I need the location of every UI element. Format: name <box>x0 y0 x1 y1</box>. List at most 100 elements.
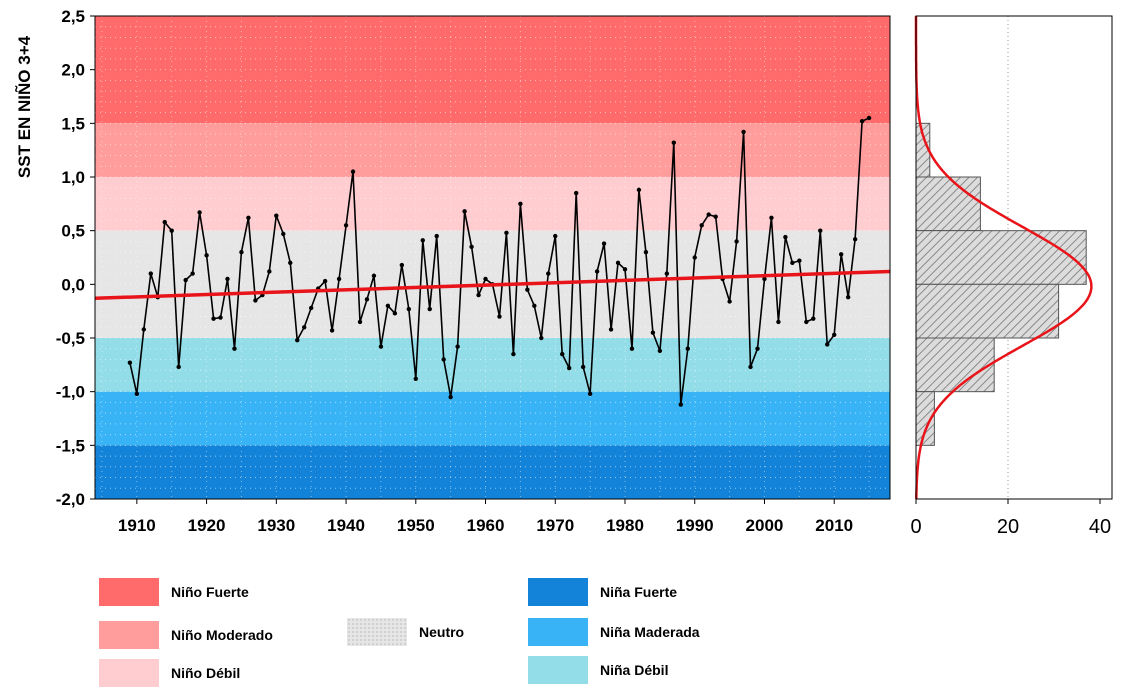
y-tick-label: -1,0 <box>56 383 85 402</box>
sst-point <box>378 344 384 349</box>
y-tick-label: 1,5 <box>61 114 85 133</box>
y-tick-label: -1,5 <box>56 436 85 455</box>
sst-point <box>288 260 293 266</box>
hist-bar <box>915 337 995 393</box>
sst-point <box>469 244 474 249</box>
legend-swatch <box>528 656 588 684</box>
sst-point <box>302 325 307 330</box>
legend-item: Niña Débil <box>528 656 668 684</box>
y-tick-label: -0,5 <box>56 329 85 348</box>
sst-point <box>664 271 670 276</box>
normal-curve <box>914 16 1093 499</box>
x-tick-label: 1930 <box>257 516 295 535</box>
band-ni-a-maderada <box>95 391 890 446</box>
sst-point <box>769 215 774 220</box>
sst-point <box>804 319 809 325</box>
legend-item: Niño Moderado <box>99 621 273 649</box>
sst-point <box>434 233 439 239</box>
plot-frame <box>94 15 891 500</box>
sst-point <box>176 364 181 370</box>
sst-point <box>532 303 537 308</box>
sst-point <box>455 344 460 349</box>
sst-point <box>650 330 656 335</box>
sst-point <box>420 238 425 243</box>
x-tick-label: 2010 <box>815 516 853 535</box>
sst-point <box>657 348 663 354</box>
x-tick-label: 1910 <box>118 516 156 535</box>
sst-point <box>183 277 188 283</box>
band-ni-o-fuerte <box>95 16 890 124</box>
sst-point <box>699 223 704 228</box>
sst-point <box>427 306 432 312</box>
sst-point <box>797 258 802 263</box>
sst-point <box>267 269 272 274</box>
legend-item: Neutro <box>347 618 464 646</box>
hist-frame <box>915 15 1113 500</box>
x-tick-label: 1990 <box>676 516 714 535</box>
legend-swatch <box>99 621 159 649</box>
sst-point <box>622 267 628 272</box>
sst-point <box>322 278 328 284</box>
sst-point <box>413 376 418 381</box>
sst-point <box>838 252 844 257</box>
sst-point <box>511 351 516 357</box>
y-axis-label: SST EN NIÑO 3+4 <box>14 35 34 178</box>
sst-point <box>274 213 279 218</box>
legend-swatch <box>528 578 588 606</box>
sst-point <box>811 316 816 321</box>
band-ni-o-d-bil <box>95 177 890 231</box>
sst-point <box>476 292 481 298</box>
sst-point <box>748 364 753 370</box>
legend-swatch <box>99 578 159 606</box>
sst-point <box>218 315 223 320</box>
hist-x-tick-label: 40 <box>1089 516 1111 538</box>
sst-point <box>580 364 586 370</box>
sst-point <box>615 260 621 266</box>
x-tick-label: 1960 <box>467 516 505 535</box>
sst-point <box>462 209 467 214</box>
trend-line <box>94 269 891 301</box>
y-tick-label: 0,5 <box>61 222 85 241</box>
sst-point <box>866 115 872 121</box>
y-tick-label: 1,0 <box>61 168 85 187</box>
hist-bar <box>915 230 1087 285</box>
legend-label: Niño Moderado <box>171 627 273 643</box>
sst-point <box>225 276 230 282</box>
sst-point <box>343 223 349 228</box>
sst-point <box>197 210 202 215</box>
sst-point <box>825 342 830 347</box>
x-tick-label: 1970 <box>536 516 574 535</box>
x-tick-label: 2000 <box>746 516 784 535</box>
sst-point <box>281 231 286 237</box>
sst-point <box>629 346 635 351</box>
sst-point <box>832 332 837 337</box>
sst-point <box>859 118 865 124</box>
sst-point <box>678 402 683 407</box>
sst-point <box>762 276 767 282</box>
y-tick-label: -2,0 <box>56 490 85 509</box>
legend-label: Neutro <box>419 624 465 640</box>
legend-label: Niña Débil <box>600 662 669 678</box>
y-tick-label: 0,0 <box>61 275 85 294</box>
sst-point <box>232 346 237 351</box>
sst-point <box>364 297 370 302</box>
sst-point <box>706 212 711 217</box>
legend-swatch <box>347 618 407 646</box>
sst-point <box>141 327 147 332</box>
sst-point <box>350 169 356 174</box>
sst-point <box>692 255 697 260</box>
legend-label: Niña Maderada <box>600 624 700 640</box>
sst-point <box>525 287 530 292</box>
sst-point <box>790 260 795 266</box>
sst-point <box>734 239 739 244</box>
sst-point <box>587 391 593 397</box>
sst-point <box>385 303 391 308</box>
sst-point <box>567 365 572 371</box>
main-plot: 2,5 2,0 1,5 1,0 0,5 0,0 -0,5 -1,0 -1,5 -2,0 1910 19… <box>56 7 891 535</box>
sst-point <box>204 253 209 258</box>
legend-item: Niño Débil <box>99 659 240 687</box>
sst-point <box>329 328 335 333</box>
sst-point <box>497 314 502 319</box>
sst-point <box>253 298 258 303</box>
sst-point <box>148 271 153 276</box>
